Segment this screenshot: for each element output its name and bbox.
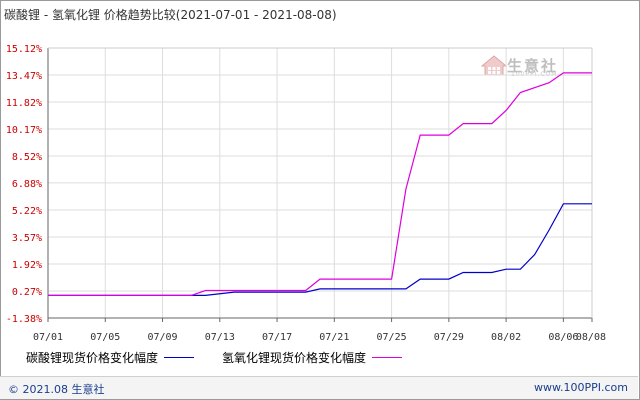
chart-title-range: (2021-07-01 - 2021-08-08) <box>175 8 337 22</box>
x-tick-label: 07/05 <box>90 332 120 343</box>
footer-copyright: © 2021.08 生意社 <box>8 383 105 396</box>
legend-item-lithium-carbonate: 碳酸锂现货价格变化幅度 <box>26 349 195 366</box>
legend-label: 氢氧化锂现货价格变化幅度 <box>222 351 367 365</box>
y-tick-label: 13.47% <box>6 71 42 82</box>
footer-bar: © 2021.08 生意社 www.100PPI.com <box>0 376 638 399</box>
series-lithium-carbonate <box>48 203 592 296</box>
legend-item-lithium-hydroxide: 氢氧化锂现货价格变化幅度 <box>222 349 403 366</box>
y-tick-label: 3.57% <box>12 233 42 244</box>
x-tick-label: 07/25 <box>377 332 407 343</box>
x-tick-label: 07/21 <box>319 332 349 343</box>
y-tick-label: 15.12% <box>6 44 42 55</box>
y-tick-label: 6.88% <box>12 179 42 190</box>
series-lithium-hydroxide <box>48 72 592 296</box>
x-tick-label: 08/08 <box>576 332 606 343</box>
series-layer <box>48 72 592 296</box>
chart-legend: 碳酸锂现货价格变化幅度 氢氧化锂现货价格变化幅度 <box>26 349 430 366</box>
x-tick-label: 07/09 <box>147 332 177 343</box>
axis-layer <box>47 47 593 322</box>
y-axis-ticks: 15.12% 13.47% 11.82% 10.17% 8.52% 6.88% 5.22% 3… <box>6 44 42 325</box>
legend-swatch <box>164 357 195 358</box>
x-tick-label: 07/17 <box>262 332 292 343</box>
x-tick-label: 08/06 <box>548 332 578 343</box>
legend-label: 碳酸锂现货价格变化幅度 <box>26 351 159 365</box>
x-tick-label: 07/01 <box>33 332 63 343</box>
watermark-brand: 生意社 <box>507 56 559 75</box>
chart-title: 碳酸锂 - 氢氧化锂 价格趋势比较(2021-07-01 - 2021-08-0… <box>4 6 337 23</box>
y-tick-label: 1.92% <box>12 260 42 271</box>
y-tick-label: -1.38% <box>6 314 42 325</box>
grid-layer <box>47 47 593 319</box>
x-tick-label: 07/13 <box>205 332 235 343</box>
y-tick-label: 5.22% <box>12 206 42 217</box>
legend-swatch <box>372 357 403 358</box>
chart-title-main: 碳酸锂 - 氢氧化锂 价格趋势比较 <box>4 8 176 22</box>
y-tick-label: 11.82% <box>6 98 42 109</box>
x-axis-ticks: 07/01 07/05 07/09 07/13 07/17 07/21 07/25 07/29… <box>33 332 606 343</box>
y-tick-label: 8.52% <box>12 152 42 163</box>
y-tick-label: 10.17% <box>6 125 42 136</box>
footer-site-link[interactable]: www.100PPI.com <box>534 381 628 394</box>
x-tick-label: 08/02 <box>491 332 521 343</box>
y-tick-label: 0.27% <box>12 287 42 298</box>
x-tick-label: 07/29 <box>434 332 464 343</box>
